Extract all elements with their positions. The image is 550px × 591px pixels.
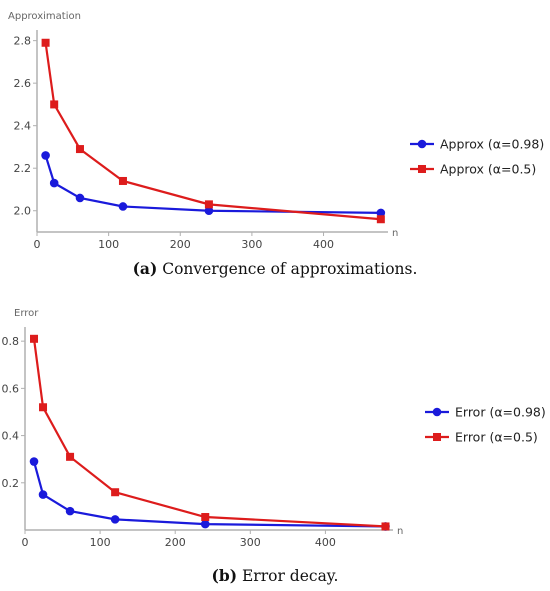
caption-text: Convergence of approximations.	[157, 260, 417, 278]
figure-caption: (a) Convergence of approximations.	[133, 259, 418, 278]
data-point	[111, 488, 120, 497]
figure-caption: (b) Error decay.	[212, 566, 339, 585]
legend-label: Error (α=0.5)	[455, 430, 538, 445]
caption-tag: (a)	[133, 259, 158, 278]
legend-marker	[418, 165, 426, 173]
data-point	[204, 206, 214, 216]
y-tick-label: 2.6	[14, 77, 32, 90]
x-tick-label: 200	[165, 536, 186, 549]
y-axis-title: Error	[14, 308, 39, 319]
x-tick-label: 100	[98, 238, 119, 251]
legend-entry: Error (α=0.5)	[425, 430, 538, 445]
y-axis-title: Approximation	[8, 11, 81, 22]
x-tick-label: 400	[313, 238, 334, 251]
data-point	[38, 490, 48, 499]
series-line	[44, 42, 381, 221]
data-point	[29, 457, 39, 466]
data-point	[39, 403, 48, 412]
data-point	[201, 513, 210, 522]
data-point	[110, 515, 120, 524]
data-point	[376, 208, 386, 218]
series-line	[32, 461, 386, 528]
legend-marker	[433, 433, 441, 441]
x-tick-label: 300	[241, 238, 262, 251]
legend-entry: Approx (α=0.98)	[410, 137, 544, 152]
legend-marker	[432, 407, 442, 417]
x-tick-label: 0	[34, 238, 41, 251]
y-tick-label: 0.4	[2, 430, 20, 443]
data-point	[75, 145, 84, 154]
y-tick-label: 0.8	[2, 335, 20, 348]
x-axis-title: n	[392, 228, 398, 239]
data-point	[41, 151, 50, 160]
data-point	[30, 334, 39, 343]
y-tick-label: 2.8	[14, 35, 32, 48]
y-tick-label: 2.0	[14, 205, 32, 218]
y-tick-label: 2.4	[14, 120, 32, 133]
series-line	[44, 155, 381, 214]
x-tick-label: 400	[315, 536, 336, 549]
data-point	[75, 193, 85, 203]
caption-text: Error decay.	[237, 567, 338, 585]
series-red	[41, 38, 385, 224]
chart-panel-a: 2.0 2.2 2.4 2.6 2.8 0 100 200 300 400 Approximatio…	[8, 11, 544, 278]
data-point	[118, 202, 128, 211]
y-tick-label: 0.6	[2, 382, 20, 395]
data-point	[376, 215, 385, 224]
data-point	[204, 200, 213, 209]
x-tick-label: 100	[90, 536, 111, 549]
data-point	[65, 506, 75, 516]
x-tick-label: 200	[170, 238, 191, 251]
legend-marker	[417, 139, 427, 149]
legend-label: Approx (α=0.5)	[440, 162, 536, 177]
legend-entry: Approx (α=0.5)	[410, 162, 536, 177]
data-point	[50, 100, 59, 109]
chart-panel-b: 0.2 0.4 0.6 0.8 0 100 200 300 400 Error n Error (α=…	[2, 308, 546, 585]
series-blue	[41, 151, 386, 218]
series-red	[30, 334, 390, 531]
legend-entry: Error (α=0.98)	[425, 405, 546, 420]
y-tick-label: 0.2	[2, 477, 20, 490]
x-tick-label: 300	[240, 536, 261, 549]
x-tick-label: 0	[22, 536, 29, 549]
data-point	[118, 176, 127, 185]
y-tick-label: 2.2	[14, 162, 32, 175]
x-axis-title: n	[397, 526, 403, 537]
legend-label: Approx (α=0.98)	[440, 137, 544, 152]
legend-label: Error (α=0.98)	[455, 405, 546, 420]
data-point	[41, 38, 50, 47]
data-point	[200, 519, 210, 529]
series-line	[32, 338, 386, 528]
data-point	[381, 522, 390, 531]
data-point	[66, 452, 75, 461]
caption-tag: (b)	[212, 566, 238, 585]
data-point	[49, 178, 59, 188]
